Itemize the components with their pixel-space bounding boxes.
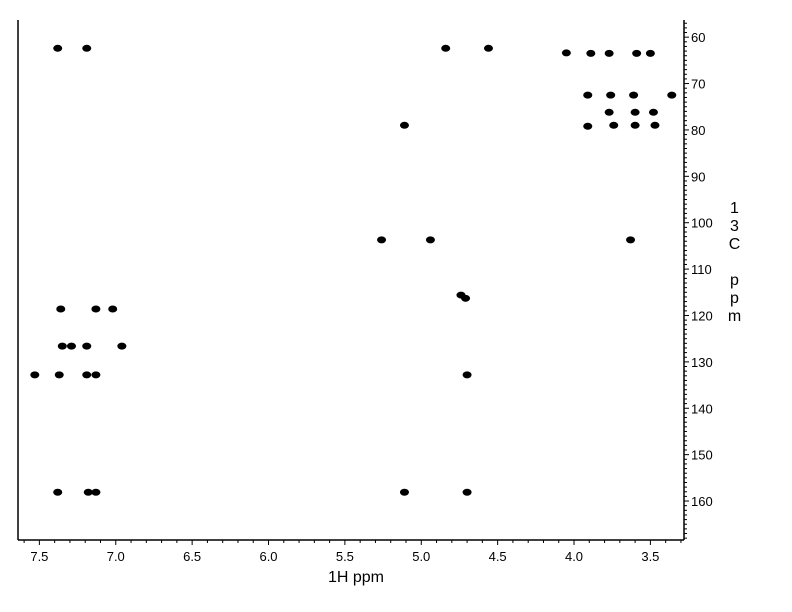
cross-peak [626, 236, 636, 244]
cross-peak [30, 371, 40, 379]
cross-peak [54, 371, 64, 379]
cross-peak [57, 342, 67, 350]
cross-peak [630, 108, 640, 116]
x-tick-label: 6.5 [183, 549, 201, 564]
y-axis-label: 13C ppm [726, 200, 743, 326]
x-tick-label: 5.0 [412, 549, 430, 564]
y-tick-label: 110 [691, 262, 712, 277]
cross-peak [56, 305, 66, 313]
x-tick-label: 3.5 [641, 549, 659, 564]
y-tick-label: 130 [691, 355, 713, 370]
axes: 7.5 7.0 6.5 6.0 5.5 5.0 4.5 4.0 3.5 60 70 80 90 100 11… [17, 20, 713, 564]
cross-peak [648, 108, 658, 116]
cross-peak [583, 91, 593, 99]
x-tick-label: 5.5 [336, 549, 354, 564]
x-tick-label: 7.5 [30, 549, 48, 564]
cross-peak [82, 342, 92, 350]
x-tick-label: 4.0 [565, 549, 583, 564]
cross-peak [561, 49, 571, 57]
y-tick-label: 160 [691, 494, 713, 509]
cross-peak [82, 44, 92, 52]
cross-peak [609, 121, 619, 129]
cross-peak [82, 371, 92, 379]
cross-peak [462, 488, 472, 496]
x-tick-label: 7.0 [107, 549, 125, 564]
cross-peak [91, 488, 101, 496]
cross-peak [667, 91, 677, 99]
cross-peak [108, 305, 118, 313]
cross-peak [483, 44, 493, 52]
y-tick-label: 100 [691, 216, 713, 231]
cross-peak [53, 44, 63, 52]
cross-peak [650, 121, 660, 129]
cross-peak [604, 108, 614, 116]
peaks [30, 44, 677, 496]
cross-peak [606, 91, 616, 99]
cross-peak [53, 488, 63, 496]
y-tick-label: 70 [691, 77, 705, 92]
cross-peak [586, 49, 596, 57]
cross-peak [645, 49, 655, 57]
cross-peak [117, 342, 127, 350]
cross-peak [399, 121, 409, 129]
cross-peak [425, 236, 435, 244]
y-tick-label: 150 [691, 448, 713, 463]
x-tick-label: 6.0 [259, 549, 277, 564]
cross-peak [630, 121, 640, 129]
y-tick-label: 140 [691, 401, 713, 416]
y-tick-label: 60 [691, 30, 705, 45]
cross-peak [399, 488, 409, 496]
y-tick-label: 90 [691, 169, 705, 184]
cross-peak [583, 122, 593, 130]
cross-peak [629, 91, 639, 99]
cross-peak [461, 294, 471, 302]
cross-peak [462, 371, 472, 379]
x-tick-label: 4.5 [489, 549, 507, 564]
cross-peak [441, 44, 451, 52]
cross-peak [66, 342, 76, 350]
cross-peak [377, 236, 387, 244]
y-tick-label: 80 [691, 123, 705, 138]
cross-peak [91, 371, 101, 379]
cross-peak [604, 49, 614, 57]
cross-peak [632, 49, 642, 57]
x-axis-label: 1H ppm [328, 569, 384, 586]
cross-peak [91, 305, 101, 313]
cross-peak [83, 488, 93, 496]
y-tick-label: 120 [691, 308, 713, 323]
